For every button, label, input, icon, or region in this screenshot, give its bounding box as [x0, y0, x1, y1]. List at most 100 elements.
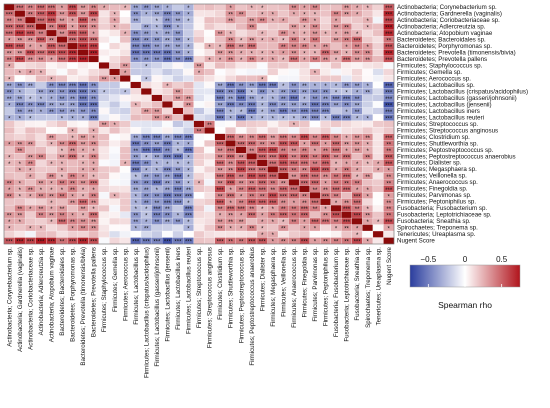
significance-mark: ** [81, 13, 86, 19]
significance-mark: * [29, 71, 32, 77]
significance-mark: ** [70, 188, 75, 194]
significance-mark: * [335, 162, 338, 168]
significance-mark: ** [249, 97, 254, 103]
heatmap-cell [193, 3, 205, 11]
significance-mark: ** [218, 84, 223, 90]
significance-mark: ** [7, 58, 12, 64]
significance-mark: * [314, 19, 317, 25]
significance-mark: * [29, 175, 32, 181]
significance-mark: *** [248, 142, 256, 148]
heatmap-cell [193, 191, 205, 199]
significance-mark: *** [153, 136, 161, 142]
significance-mark: ** [218, 207, 223, 213]
significance-mark: * [324, 181, 327, 187]
column-label: Fusobacteria; Leptotrichiaceae sp. [344, 247, 351, 342]
significance-mark: * [366, 45, 369, 51]
row-label: Firmicutes; Peptostreptococcus sp. [397, 147, 494, 154]
significance-mark: ** [228, 58, 233, 64]
significance-mark: *** [90, 214, 98, 220]
heatmap-cell [140, 88, 152, 95]
significance-mark: ** [334, 39, 339, 45]
significance-mark: * [177, 142, 180, 148]
significance-mark: ** [81, 181, 86, 187]
significance-mark: ** [292, 84, 297, 90]
heatmap-cell [98, 179, 110, 186]
heatmap-cell [109, 68, 121, 76]
significance-mark: * [345, 45, 348, 51]
heatmap-cell [235, 68, 247, 76]
heatmap-cell [204, 217, 215, 225]
significance-mark: ** [91, 142, 96, 148]
significance-mark: ** [28, 162, 33, 168]
heatmap-cell [204, 16, 215, 24]
significance-mark: *** [322, 162, 330, 168]
significance-mark: ** [144, 188, 149, 194]
significance-mark: *** [385, 155, 393, 161]
significance-mark: ** [292, 45, 297, 51]
heatmap-cell [98, 36, 110, 44]
significance-mark: * [324, 84, 327, 90]
significance-mark: ** [323, 45, 328, 51]
heatmap-cell [351, 23, 363, 31]
column-label: Firmicutes; Streptococcus sp. [196, 247, 203, 328]
significance-mark: ** [133, 188, 138, 194]
heatmap-cell [204, 107, 215, 115]
heatmap-cell [277, 68, 289, 76]
row-label: Firmicutes; Streptococcus anginosus [397, 127, 498, 134]
heatmap-cell [172, 120, 184, 128]
row-label: Actinobacteria; Adlercreutzia sp. [397, 24, 486, 31]
significance-mark: * [187, 52, 190, 58]
significance-mark: ** [102, 78, 107, 84]
significance-mark: *** [90, 181, 98, 187]
heatmap-cell [151, 101, 163, 108]
heatmap-cell [98, 153, 110, 160]
heatmap-cell [204, 204, 215, 212]
significance-mark: ** [133, 6, 138, 12]
column-label: Firmicutes; Streptococcus anginosus [207, 247, 214, 348]
significance-mark: ** [249, 194, 254, 200]
heatmap-cell [351, 75, 363, 83]
heatmap-cell [98, 198, 110, 206]
column-label: Firmicutes; Finegoldia sp. [302, 247, 309, 318]
heatmap-cell [151, 68, 163, 76]
heatmap-cell [193, 211, 205, 219]
significance-mark: *** [153, 207, 161, 213]
significance-mark: ** [218, 52, 223, 58]
significance-mark: * [324, 207, 327, 213]
heatmap-cell [204, 36, 215, 44]
significance-mark: * [187, 181, 190, 187]
row-label: Bacteroidetes; Prevotella pallens [397, 56, 487, 63]
significance-mark: *** [238, 97, 246, 103]
significance-mark: * [177, 214, 180, 220]
significance-mark: ** [292, 175, 297, 181]
significance-mark: * [8, 103, 11, 109]
significance-mark: ** [344, 227, 349, 233]
significance-mark: * [356, 32, 359, 38]
significance-mark: ** [155, 6, 160, 12]
significance-mark: ** [91, 227, 96, 233]
significance-mark: *** [248, 110, 256, 116]
significance-mark: *** [80, 26, 88, 32]
significance-mark: ** [334, 13, 339, 19]
column-label: Firmicutes; Shuttleworthia sp. [228, 247, 235, 328]
heatmap-cell [362, 107, 374, 115]
significance-mark: * [282, 39, 285, 45]
column-label: Firmicutes; Lactobacillus sp. [133, 247, 140, 325]
significance-mark: ** [60, 110, 65, 116]
significance-mark: * [314, 52, 317, 58]
heatmap-cell [98, 62, 110, 70]
significance-mark: ** [228, 52, 233, 58]
heatmap-cell [214, 68, 226, 76]
significance-mark: ** [60, 97, 65, 103]
heatmap-cell [98, 217, 110, 225]
significance-mark: * [40, 110, 43, 116]
significance-mark: * [187, 45, 190, 51]
significance-mark: ** [313, 155, 318, 161]
heatmap-cell [204, 237, 215, 245]
significance-mark: * [19, 220, 22, 226]
significance-mark: ** [218, 168, 223, 174]
significance-mark: *** [238, 207, 246, 213]
column-label: Bacteroidetes; Porphyromonas sp. [70, 247, 77, 342]
significance-mark: * [40, 227, 43, 233]
significance-mark: *** [143, 136, 151, 142]
